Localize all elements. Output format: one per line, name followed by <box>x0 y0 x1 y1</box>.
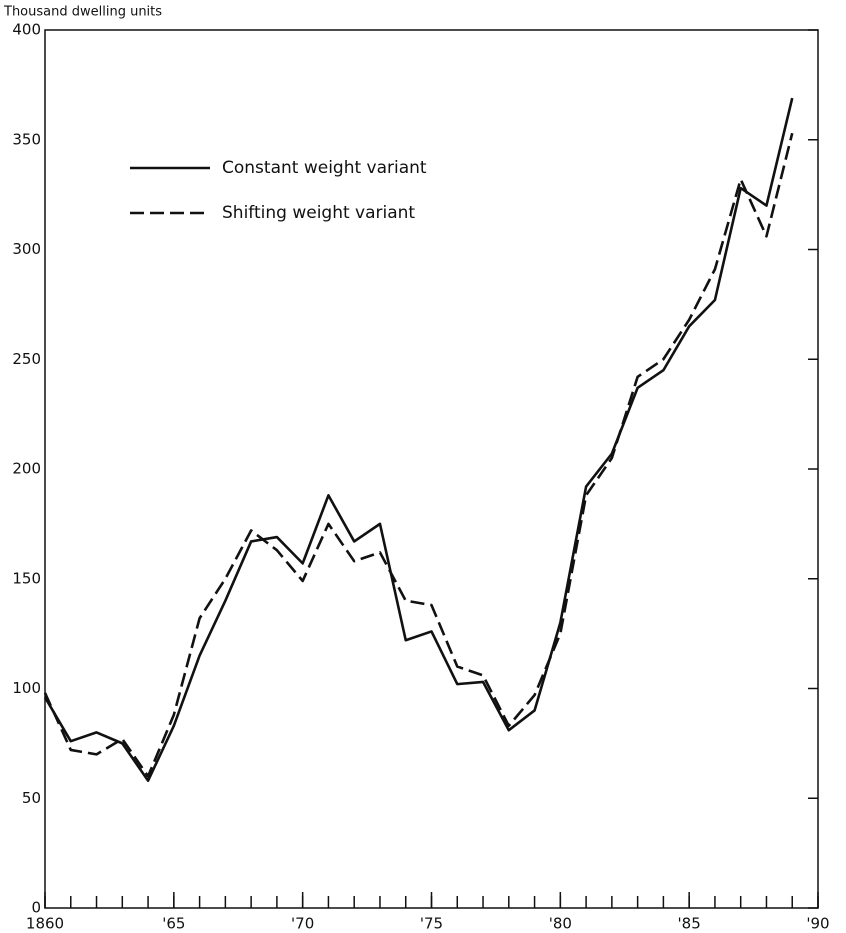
x-tick-label: '85 <box>678 915 701 933</box>
y-tick-label: 350 <box>12 130 41 148</box>
y-tick-label: 50 <box>22 789 41 807</box>
x-tick-label: '80 <box>549 915 572 933</box>
x-tick-label: 1860 <box>26 915 64 933</box>
y-tick-label: 400 <box>12 21 41 39</box>
x-tick-label: '70 <box>291 915 314 933</box>
y-axis-label: Thousand dwelling units <box>3 5 162 20</box>
legend-label: Shifting weight variant <box>222 203 415 223</box>
y-tick-label: 100 <box>12 679 41 697</box>
y-tick-label: 150 <box>12 569 41 587</box>
plot-frame <box>44 29 819 909</box>
y-tick-label: 250 <box>12 350 41 368</box>
y-tick-label: 300 <box>12 240 41 258</box>
y-tick-label: 0 <box>31 899 41 917</box>
x-tick-label: '75 <box>420 915 443 933</box>
x-tick-label: '65 <box>162 915 185 933</box>
y-tick-label: 200 <box>12 460 41 478</box>
series-line <box>43 97 794 782</box>
x-tick-label: '90 <box>806 915 829 933</box>
series-line <box>43 132 794 778</box>
legend-label: Constant weight variant <box>222 158 427 178</box>
